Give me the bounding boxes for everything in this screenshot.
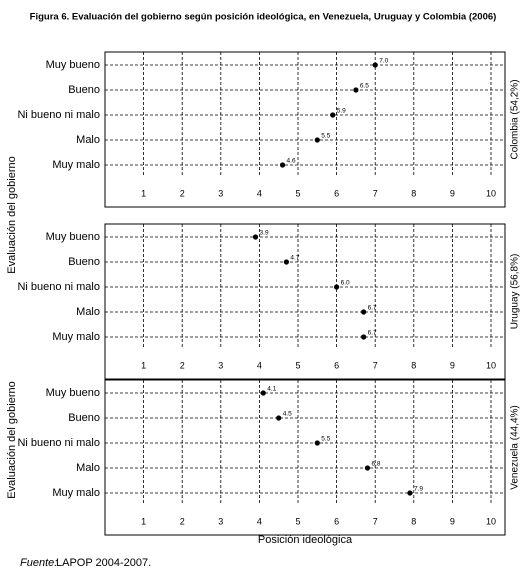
x-tick-label: 2 [180,188,185,198]
y-axis-label: Evaluación del gobierno [6,156,18,273]
dot [260,390,266,396]
x-tick-label: 6 [334,188,339,198]
x-tick-label: 5 [295,188,300,198]
panel-frame [104,223,506,380]
x-tick-label: 2 [180,516,185,526]
y-tick-label: Malo [76,462,100,474]
x-tick-label: 3 [218,516,223,526]
x-axis-label: Posición ideológica [258,534,353,546]
dot [314,137,320,143]
y-tick-label: Muy malo [52,331,100,343]
dot [330,112,336,118]
dot [361,334,367,340]
x-tick-label: 8 [411,188,416,198]
x-tick-label: 1 [141,360,146,370]
value-label: 6.0 [341,280,350,287]
dot [407,490,413,496]
panel-label: Venezuela (44,4%) [510,405,521,490]
value-label: 5.9 [337,108,346,115]
x-tick-label: 8 [411,360,416,370]
chart-title: Figura 6. Evaluación del gobierno según … [30,12,497,23]
value-label: 7.0 [379,58,388,65]
panel-label: Colombia (54,2%) [510,79,521,159]
y-tick-label: Muy malo [52,487,100,499]
y-tick-label: Malo [76,134,100,146]
x-tick-label: 10 [486,188,496,198]
y-tick-label: Bueno [68,412,100,424]
x-tick-label: 1 [141,188,146,198]
x-tick-label: 7 [373,360,378,370]
x-tick-label: 10 [486,360,496,370]
dot [372,62,378,68]
dot [283,259,290,265]
x-tick-label: 1 [141,516,146,526]
y-tick-label: Ni bueno ni malo [17,281,100,293]
x-tick-label: 10 [486,516,496,526]
y-tick-label: Ni bueno ni malo [17,109,100,121]
dot [279,162,286,168]
x-tick-label: 6 [334,516,339,526]
x-tick-label: 9 [450,360,455,370]
x-tick-label: 4 [257,188,262,198]
y-tick-label: Muy bueno [46,59,100,71]
value-label: 3.9 [260,230,269,237]
y-tick-label: Malo [76,306,100,318]
source-label: Fuente: [20,557,57,569]
value-label: 4.7 [290,255,299,262]
dot [361,309,367,315]
value-label: 7.9 [414,486,423,493]
value-label: 4.5 [283,411,292,418]
value-label: 6.8 [371,461,380,468]
panel-label: Uruguay (56,8%) [510,254,521,330]
x-tick-label: 9 [450,188,455,198]
value-label: 5.5 [321,133,330,140]
dot [353,87,359,93]
x-tick-label: 6 [334,360,339,370]
panel-frame [104,51,506,208]
x-tick-label: 8 [411,516,416,526]
dot [252,234,259,240]
value-label: 6.7 [368,330,377,337]
x-tick-label: 7 [373,188,378,198]
x-tick-label: 2 [180,360,185,370]
dot [364,465,371,471]
source-text: LAPOP 2004-2007. [56,557,151,569]
value-label: 6.5 [360,83,369,90]
x-tick-label: 5 [295,360,300,370]
y-tick-label: Muy bueno [46,231,100,243]
value-label: 5.5 [321,436,330,443]
value-label: 4.6 [287,158,296,165]
y-tick-label: Muy malo [52,159,100,171]
value-label: 6.7 [368,305,377,312]
x-tick-label: 4 [257,516,262,526]
dot [334,284,340,290]
dot [276,415,282,421]
x-tick-label: 4 [257,360,262,370]
y-tick-label: Bueno [68,256,100,268]
x-tick-label: 7 [373,516,378,526]
y-tick-label: Bueno [68,84,100,96]
x-tick-label: 3 [218,188,223,198]
panel-frame [104,379,506,536]
x-tick-label: 5 [295,516,300,526]
y-axis-label: Evaluación del gobierno [6,381,18,498]
value-label: 4.1 [267,386,276,393]
dot [314,440,320,446]
x-tick-label: 3 [218,360,223,370]
x-tick-label: 9 [450,516,455,526]
y-tick-label: Muy bueno [46,387,100,399]
y-tick-label: Ni bueno ni malo [17,437,100,449]
